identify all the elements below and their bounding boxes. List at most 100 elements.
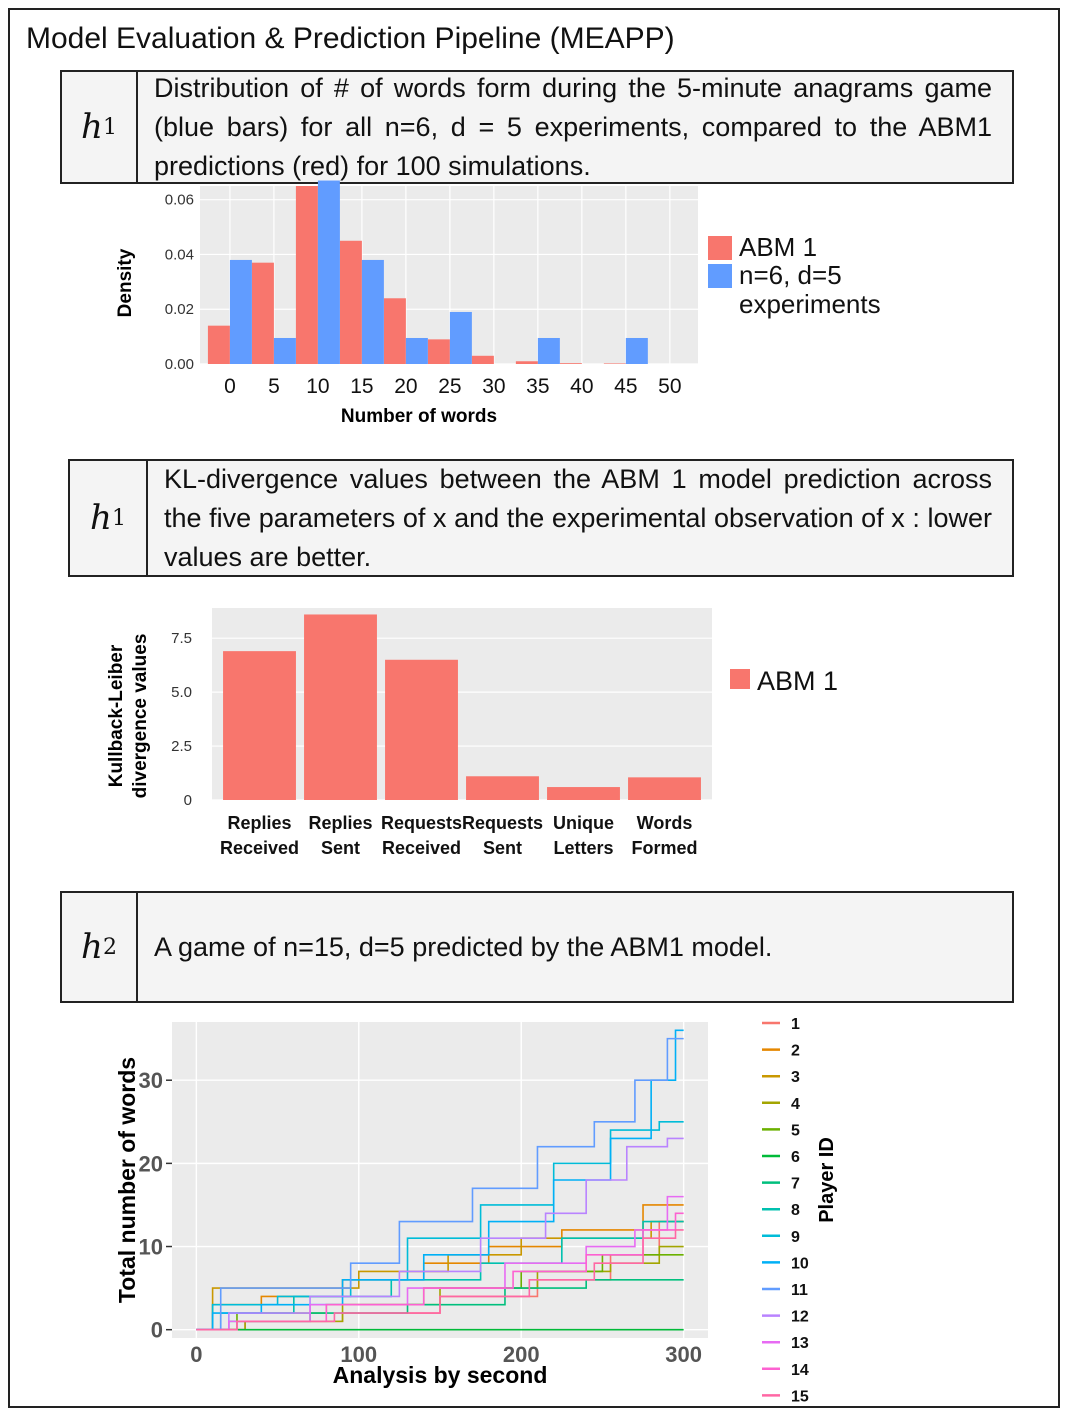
chart-1-bar <box>251 262 274 364</box>
chart-3-legend-label: 8 <box>791 1202 800 1219</box>
chart-1-xlabel: Number of words <box>341 406 497 427</box>
chart-3-legend-label: 9 <box>791 1229 800 1246</box>
chart-1-bar <box>449 311 472 364</box>
chart-3-xtick-label: 0 <box>190 1342 202 1367</box>
chart-1-xtick-label: 0 <box>224 375 236 398</box>
chart-1-bar <box>405 337 428 364</box>
chart-2-ytick-label: 7.5 <box>171 630 192 647</box>
chart-1-xtick-label: 15 <box>350 375 373 398</box>
chart-3-ytick-label: 20 <box>139 1151 163 1176</box>
chart-3-legend-title: Player ID <box>816 1137 838 1223</box>
chart-1-bar <box>361 259 384 364</box>
chart-2-bar <box>628 777 701 800</box>
chart-3-xtick-label: 200 <box>503 1342 540 1367</box>
chart-2-ytick-label: 5.0 <box>171 684 192 701</box>
chart-1-bar <box>559 363 582 364</box>
chart-1-bar <box>471 355 494 364</box>
chart-1-xtick-label: 30 <box>482 375 505 398</box>
chart-1-bar <box>383 298 406 364</box>
chart-3-legend-label: 15 <box>791 1388 809 1405</box>
chart-1-bar <box>515 361 538 364</box>
chart-3-ylabel: Total number of words <box>114 1057 140 1303</box>
chart-1-xtick-label: 20 <box>394 375 417 398</box>
chart-1-bar <box>603 363 626 364</box>
chart-2-ytick-label: 0 <box>184 792 192 809</box>
caption-text-3: A game of n=15, d=5 predicted by the ABM… <box>154 931 773 962</box>
chart-1-panel <box>200 186 698 364</box>
chart-1-xtick-label: 25 <box>438 375 461 398</box>
chart-2-xtick-label: Replies Received <box>220 813 299 858</box>
chart-2-bar <box>223 651 296 800</box>
chart-2-legend-label: ABM 1 <box>757 666 838 696</box>
page-title: Model Evaluation & Prediction Pipeline (… <box>26 22 675 55</box>
chart-3-legend-label: 5 <box>791 1122 800 1139</box>
chart-1-legend-key <box>708 236 732 260</box>
chart-1-bar <box>317 180 340 364</box>
chart-1-bar <box>339 240 362 364</box>
chart-2-ytick-label: 2.5 <box>171 738 192 755</box>
chart-1-legend-label: ABM 1 <box>739 232 817 262</box>
chart-3-ytick-label: 30 <box>139 1068 163 1093</box>
chart-1-ytick-label: 0.00 <box>165 356 194 373</box>
chart-1-xtick-label: 35 <box>526 375 549 398</box>
chart-2-ylabel: Kullback-Leiber <box>106 644 127 787</box>
chart-1: 0.00 0.02 0.04 0.06 0 5 10 15 20 25 30 35 40 45 50 Numb… <box>115 180 881 427</box>
chart-1-xtick-label: 40 <box>570 375 593 398</box>
chart-3-legend-label: 12 <box>791 1309 809 1326</box>
chart-3-series-line <box>196 1229 684 1331</box>
chart-1-xtick-label: 5 <box>268 375 280 398</box>
chart-3-legend-label: 13 <box>791 1335 809 1352</box>
chart-1-ytick-label: 0.02 <box>165 301 194 318</box>
caption-text-1: Distribution of # of words form during t… <box>154 72 992 181</box>
chart-2-xtick-label: Requests Sent <box>462 813 543 858</box>
chart-3-xtick-label: 100 <box>340 1342 377 1367</box>
chart-3-legend-label: 4 <box>791 1096 800 1113</box>
chart-3-ytick-label: 0 <box>151 1318 163 1343</box>
chart-3-xtick-label: 300 <box>665 1342 702 1367</box>
chart-2-bar <box>385 659 458 800</box>
chart-1-xtick-label: 45 <box>614 375 637 398</box>
chart-3-series-line <box>196 1037 684 1331</box>
chart-1-bar <box>229 259 252 364</box>
chart-1-bar <box>427 339 450 364</box>
chart-1-bar <box>207 325 230 364</box>
chart-3-legend-label: 6 <box>791 1149 800 1166</box>
chart-1-xtick-label: 10 <box>306 375 329 398</box>
chart-2-xtick-label: Requests Received <box>381 813 462 858</box>
chart-1-ytick-label: 0.06 <box>165 192 194 209</box>
chart-1-ylabel: Density <box>115 248 136 317</box>
chart-2-xtick-label: Replies Sent <box>308 813 372 858</box>
chart-1-bar <box>625 337 648 364</box>
chart-2-xtick-label: Words Formed <box>631 813 697 858</box>
figure-frame <box>8 8 1060 1408</box>
chart-1-legend-label: n=6, d=5 experiments <box>739 260 881 319</box>
chart-1-legend-key <box>708 264 732 288</box>
chart-2-xtick-label: Unique Letters <box>553 813 614 858</box>
chart-1-bar <box>273 337 296 364</box>
chart-3-legend-label: 7 <box>791 1176 800 1193</box>
chart-3-legend-label: 11 <box>791 1282 808 1299</box>
chart-2-legend-key <box>730 669 750 689</box>
chart-3-legend-label: 10 <box>791 1255 809 1272</box>
caption-text-2: KL-divergence values between the ABM 1 m… <box>164 463 992 572</box>
chart-1-bar <box>537 337 560 364</box>
chart-3-ytick-label: 10 <box>139 1235 163 1260</box>
chart-2-bar <box>547 787 620 800</box>
chart-2-ylabel: divergence values <box>130 634 151 799</box>
chart-1-bar <box>295 186 318 364</box>
chart-3-xlabel: Analysis by second <box>333 1362 548 1388</box>
chart-1-xtick-label: 50 <box>658 375 681 398</box>
chart-3-legend-label: 2 <box>791 1043 800 1060</box>
chart-3-legend-label: 3 <box>791 1069 800 1086</box>
chart-2-bar <box>466 776 539 800</box>
chart-3-legend-label: 1 <box>791 1016 800 1033</box>
